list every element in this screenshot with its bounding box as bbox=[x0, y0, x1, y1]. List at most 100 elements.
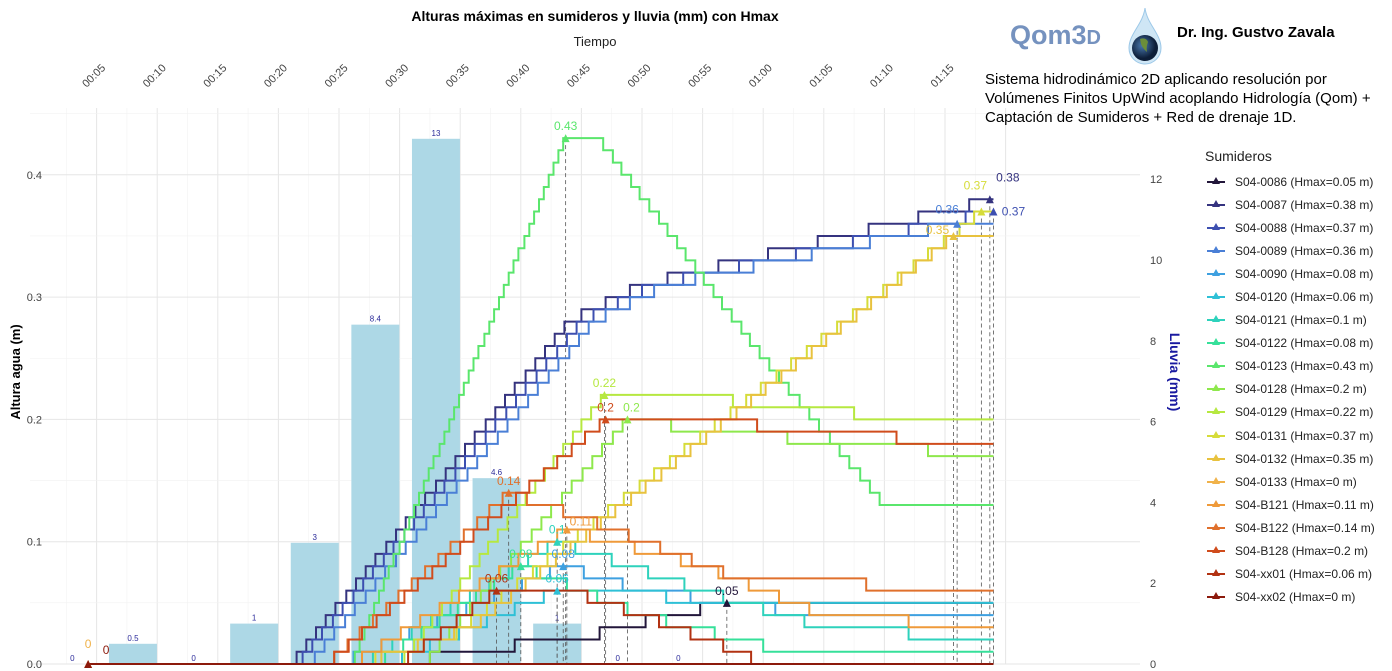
rain-bar-label: 0 bbox=[616, 654, 621, 663]
legend-key-icon bbox=[1205, 268, 1227, 280]
peak-label: 0.06 bbox=[545, 572, 569, 586]
legend-item: S04-B122 (Hmax=0.14 m) bbox=[1205, 516, 1375, 539]
peak-label: 0.37 bbox=[1002, 204, 1026, 218]
legend-title: Sumideros bbox=[1205, 148, 1272, 164]
legend-label: S04-0133 (Hmax=0 m) bbox=[1235, 474, 1357, 489]
rain-bar bbox=[108, 643, 157, 664]
rain-bar bbox=[351, 324, 400, 664]
peak-marker-icon bbox=[553, 586, 562, 595]
peak-label: 0.2 bbox=[623, 400, 640, 414]
legend-label: S04-0123 (Hmax=0.43 m) bbox=[1235, 359, 1374, 374]
series-line-8 bbox=[351, 137, 994, 665]
peak-marker-icon bbox=[977, 207, 986, 216]
legend-item: S04-0128 (Hmax=0.2 m) bbox=[1205, 378, 1375, 401]
legend-key-icon bbox=[1205, 337, 1227, 349]
x-tick-label: 00:25 bbox=[323, 62, 351, 90]
peak-marker-icon bbox=[504, 488, 513, 497]
peak-label: 0.05 bbox=[715, 584, 739, 598]
legend-label: S04-B122 (Hmax=0.14 m) bbox=[1235, 520, 1375, 535]
y2-tick-label: 10 bbox=[1150, 255, 1162, 267]
legend-item: S04-0131 (Hmax=0.37 m) bbox=[1205, 424, 1375, 447]
legend-label: S04-0090 (Hmax=0.08 m) bbox=[1235, 266, 1374, 281]
rain-bar-label: 3 bbox=[313, 533, 318, 542]
logo-text: Qom3 bbox=[1010, 20, 1087, 50]
legend-label: S04-B128 (Hmax=0.2 m) bbox=[1235, 544, 1369, 559]
legend-key-icon bbox=[1205, 222, 1227, 234]
legend-label: S04-0120 (Hmax=0.06 m) bbox=[1235, 290, 1374, 305]
legend-label: S04-0088 (Hmax=0.37 m) bbox=[1235, 220, 1374, 235]
rain-bar-label: 13 bbox=[432, 129, 441, 138]
peak-label: 0.37 bbox=[964, 178, 988, 192]
x-axis-title: Tiempo bbox=[574, 34, 617, 49]
y-tick-label: 0.4 bbox=[27, 170, 42, 182]
series-line-17 bbox=[399, 589, 994, 665]
x-tick-label: 00:55 bbox=[686, 62, 714, 90]
legend-item: S04-B128 (Hmax=0.2 m) bbox=[1205, 540, 1375, 563]
x-tick-label: 00:35 bbox=[444, 62, 472, 90]
y-tick-label: 0.3 bbox=[27, 292, 42, 304]
peak-marker-icon bbox=[492, 586, 501, 595]
y-tick-label: 0.0 bbox=[27, 659, 42, 671]
legend-key-icon bbox=[1205, 199, 1227, 211]
logo-suffix: D bbox=[1086, 27, 1101, 49]
legend-item: S04-0120 (Hmax=0.06 m) bbox=[1205, 285, 1375, 308]
peak-label: 0.22 bbox=[593, 376, 617, 390]
legend-label: S04-0122 (Hmax=0.08 m) bbox=[1235, 336, 1374, 351]
peak-label: 0.14 bbox=[497, 474, 521, 488]
peak-marker-icon bbox=[953, 219, 962, 228]
water-drop-globe-icon bbox=[1128, 7, 1162, 65]
legend-key-icon bbox=[1205, 383, 1227, 395]
series-lines bbox=[88, 137, 994, 665]
rain-bar-label: 0.5 bbox=[127, 634, 139, 643]
x-tick-label: 00:20 bbox=[262, 62, 290, 90]
legend-item: S04-0129 (Hmax=0.22 m) bbox=[1205, 401, 1375, 424]
rain-bar-label: 0 bbox=[676, 654, 681, 663]
legend-item: S04-0132 (Hmax=0.35 m) bbox=[1205, 447, 1375, 470]
legend-item: S04-0090 (Hmax=0.08 m) bbox=[1205, 262, 1375, 285]
legend-label: S04-0087 (Hmax=0.38 m) bbox=[1235, 197, 1374, 212]
rain-bar-label: 1 bbox=[555, 614, 560, 623]
legend-label: S04-0121 (Hmax=0.1 m) bbox=[1235, 313, 1367, 328]
peak-marker-icon bbox=[516, 562, 525, 571]
peak-label: 0 bbox=[103, 643, 110, 657]
peak-label: 0.35 bbox=[926, 223, 950, 237]
legend-key-icon bbox=[1205, 499, 1227, 511]
legend-item: S04-xx01 (Hmax=0.06 m) bbox=[1205, 563, 1375, 586]
x-tick-label: 01:00 bbox=[747, 62, 775, 90]
author-name: Dr. Ing. Gustvo Zavala bbox=[1177, 24, 1335, 41]
peak-marker-icon bbox=[84, 660, 93, 668]
y2-tick-label: 12 bbox=[1150, 174, 1162, 186]
y-tick-label: 0.2 bbox=[27, 414, 42, 426]
legend-item: S04-0087 (Hmax=0.38 m) bbox=[1205, 193, 1375, 216]
peak-marker-icon bbox=[989, 207, 998, 216]
legend-label: S04-0129 (Hmax=0.22 m) bbox=[1235, 405, 1374, 420]
x-tick-label: 01:15 bbox=[929, 62, 957, 90]
x-tick-label: 00:10 bbox=[141, 62, 169, 90]
series-line-15 bbox=[326, 491, 994, 665]
chart-title: Alturas máximas en sumideros y lluvia (m… bbox=[411, 8, 778, 24]
x-tick-label: 00:40 bbox=[504, 62, 532, 90]
legend-key-icon bbox=[1205, 476, 1227, 488]
rain-bar bbox=[230, 623, 279, 664]
rain-bar bbox=[290, 542, 339, 664]
rain-bar-label: 0 bbox=[70, 654, 75, 663]
legend-label: S04-xx01 (Hmax=0.06 m) bbox=[1235, 567, 1373, 582]
legend-key-icon bbox=[1205, 522, 1227, 534]
legend-key-icon bbox=[1205, 291, 1227, 303]
y2-tick-label: 6 bbox=[1150, 417, 1156, 429]
legend-key-icon bbox=[1205, 591, 1227, 603]
system-description: Sistema hidrodinámico 2D aplicando resol… bbox=[985, 71, 1371, 126]
peak-label: 0.1 bbox=[549, 523, 566, 537]
legend-key-icon bbox=[1205, 314, 1227, 326]
legend-label: S04-0131 (Hmax=0.37 m) bbox=[1235, 428, 1374, 443]
legend-item: S04-0086 (Hmax=0.05 m) bbox=[1205, 170, 1375, 193]
legend-key-icon bbox=[1205, 406, 1227, 418]
legend-key-icon bbox=[1205, 453, 1227, 465]
rain-bar-label: 4.6 bbox=[491, 468, 503, 477]
peak-marker-icon bbox=[559, 562, 568, 571]
x-tick-label: 00:05 bbox=[80, 62, 108, 90]
legend-key-icon bbox=[1205, 245, 1227, 257]
rain-bar-label: 1 bbox=[252, 614, 257, 623]
series-line-9 bbox=[423, 418, 994, 665]
